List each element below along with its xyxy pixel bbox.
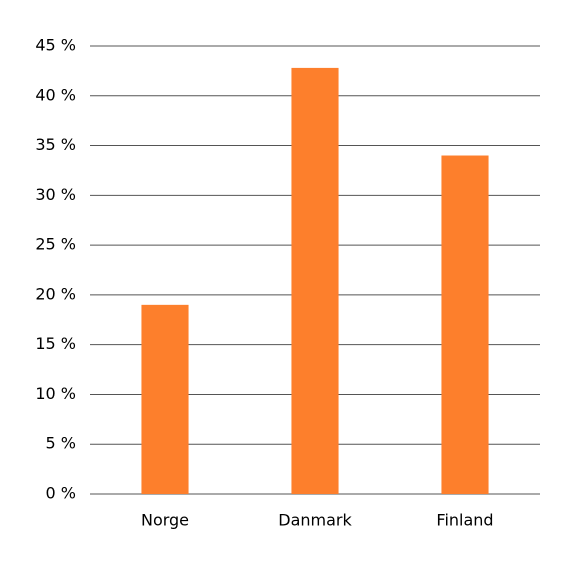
x-tick-label: Finland bbox=[436, 511, 493, 530]
bar bbox=[291, 67, 339, 494]
y-tick-label: 15 % bbox=[35, 334, 76, 353]
y-tick-label: 30 % bbox=[35, 185, 76, 204]
y-tick-label: 35 % bbox=[35, 135, 76, 154]
x-tick-label: Danmark bbox=[278, 511, 352, 530]
y-tick-label: 10 % bbox=[35, 384, 76, 403]
y-tick-label: 5 % bbox=[46, 434, 76, 453]
y-tick-label: 25 % bbox=[35, 235, 76, 254]
y-tick-label: 45 % bbox=[35, 36, 76, 55]
y-tick-label: 0 % bbox=[46, 484, 76, 503]
y-tick-label: 20 % bbox=[35, 284, 76, 303]
bar bbox=[441, 155, 489, 494]
x-tick-label: Norge bbox=[141, 511, 189, 530]
y-tick-label: 40 % bbox=[35, 85, 76, 104]
bar bbox=[141, 304, 189, 494]
